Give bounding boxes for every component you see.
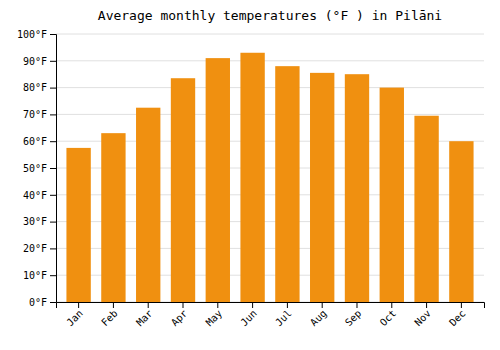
y-tick-label: 70°F bbox=[23, 109, 47, 120]
y-tick: 90°F bbox=[23, 56, 56, 67]
x-tick-mark bbox=[148, 302, 149, 308]
x-tick-label: Apr bbox=[169, 308, 190, 329]
y-tick: 10°F bbox=[23, 270, 56, 281]
x-tick-mark bbox=[356, 302, 357, 308]
y-axis: 0°F 10°F 20°F 30°F 40°F 50°F 60°F 70°F 80°F 90°F 1… bbox=[17, 29, 57, 308]
y-tick-mark bbox=[50, 275, 56, 276]
y-axis-line bbox=[50, 35, 57, 303]
y-tick-label: 100°F bbox=[17, 29, 47, 40]
grid-line bbox=[56, 34, 484, 35]
plot: 0°F 10°F 20°F 30°F 40°F 50°F 60°F 70°F 80°F 90°F 1… bbox=[17, 29, 485, 329]
x-tick-label: Sep bbox=[343, 308, 364, 329]
x-axis: Jan Feb Mar Apr May Jun Jul Aug Sep Oct Nov Dec bbox=[57, 302, 485, 328]
x-tick: Apr bbox=[169, 302, 190, 328]
x-tick-label: May bbox=[204, 308, 225, 329]
y-tick-mark bbox=[50, 222, 56, 223]
bar bbox=[449, 141, 473, 302]
y-tick: 70°F bbox=[23, 109, 56, 120]
y-tick-label: 30°F bbox=[23, 216, 47, 227]
y-tick: 0°F bbox=[29, 297, 56, 308]
y-tick: 50°F bbox=[23, 163, 56, 174]
bar bbox=[136, 108, 160, 302]
y-tick-label: 20°F bbox=[23, 243, 47, 254]
y-tick-mark bbox=[50, 114, 56, 115]
y-tick-mark bbox=[50, 195, 56, 196]
bar bbox=[101, 133, 125, 302]
x-tick-label: Mar bbox=[134, 308, 155, 329]
y-tick: 80°F bbox=[23, 82, 56, 93]
x-tick-mark bbox=[113, 302, 114, 308]
x-tick-mark bbox=[252, 302, 253, 308]
x-tick-label: Jul bbox=[273, 308, 294, 329]
grid-line bbox=[56, 114, 484, 115]
x-tick-label: Oct bbox=[378, 308, 399, 329]
x-tick: Aug bbox=[308, 302, 329, 328]
x-tick-mark bbox=[461, 302, 462, 308]
y-tick: 40°F bbox=[23, 190, 56, 201]
bar bbox=[275, 66, 299, 302]
x-tick: Jul bbox=[273, 302, 294, 328]
y-tick-label: 0°F bbox=[29, 297, 47, 308]
x-tick-mark bbox=[426, 302, 427, 308]
grid-line bbox=[56, 87, 484, 88]
y-tick: 20°F bbox=[23, 243, 56, 254]
x-tick-mark bbox=[391, 302, 392, 308]
title: Average monthly temperatures (°F ) in Pi… bbox=[98, 8, 442, 23]
x-tick: Oct bbox=[378, 302, 399, 328]
grid bbox=[56, 34, 484, 302]
x-tick: Jun bbox=[238, 302, 259, 328]
bars bbox=[66, 53, 473, 302]
bar bbox=[380, 88, 404, 302]
x-tick-label: Feb bbox=[99, 308, 120, 329]
x-tick-mark bbox=[183, 302, 184, 308]
x-tick: Sep bbox=[343, 302, 364, 328]
x-tick-mark bbox=[217, 302, 218, 308]
x-axis-line bbox=[57, 303, 485, 309]
x-tick: Mar bbox=[134, 302, 155, 328]
x-tick-mark bbox=[78, 302, 79, 308]
bar bbox=[240, 53, 264, 302]
y-tick-mark bbox=[50, 88, 56, 89]
x-tick-mark bbox=[322, 302, 323, 308]
grid-line bbox=[56, 60, 484, 61]
x-tick-label: Aug bbox=[308, 308, 329, 329]
x-tick: Dec bbox=[447, 302, 468, 328]
y-tick-label: 40°F bbox=[23, 190, 47, 201]
y-tick-mark bbox=[50, 248, 56, 249]
x-tick-label: Dec bbox=[447, 308, 468, 329]
x-tick: Nov bbox=[412, 302, 433, 328]
x-tick-label: Jan bbox=[64, 308, 85, 329]
y-tick: 30°F bbox=[23, 216, 56, 227]
y-tick-mark bbox=[50, 61, 56, 62]
chart-svg: 0°F 10°F 20°F 30°F 40°F 50°F 60°F 70°F 80°F 90°F 1… bbox=[0, 0, 500, 350]
y-tick-label: 60°F bbox=[23, 136, 47, 147]
y-tick-label: 90°F bbox=[23, 56, 47, 67]
x-tick: Jan bbox=[64, 302, 85, 328]
chart-container: 0°F 10°F 20°F 30°F 40°F 50°F 60°F 70°F 80°F 90°F 1… bbox=[0, 0, 500, 350]
bar bbox=[171, 78, 195, 302]
bar bbox=[310, 73, 334, 302]
bar bbox=[345, 74, 369, 302]
bar bbox=[66, 148, 90, 302]
y-tick-label: 50°F bbox=[23, 163, 47, 174]
x-tick: Feb bbox=[99, 302, 120, 328]
y-tick-mark bbox=[50, 168, 56, 169]
y-tick-mark bbox=[50, 34, 56, 35]
y-tick-mark bbox=[50, 302, 56, 303]
y-tick: 60°F bbox=[23, 136, 56, 147]
x-tick: May bbox=[204, 302, 225, 328]
y-tick-label: 10°F bbox=[23, 270, 47, 281]
x-tick-label: Jun bbox=[238, 308, 259, 329]
x-tick-label: Nov bbox=[412, 308, 433, 329]
x-tick-mark bbox=[287, 302, 288, 308]
bar bbox=[414, 116, 438, 302]
bar bbox=[206, 58, 230, 302]
y-tick-mark bbox=[50, 141, 56, 142]
y-tick-label: 80°F bbox=[23, 82, 47, 93]
y-tick: 100°F bbox=[17, 29, 56, 40]
